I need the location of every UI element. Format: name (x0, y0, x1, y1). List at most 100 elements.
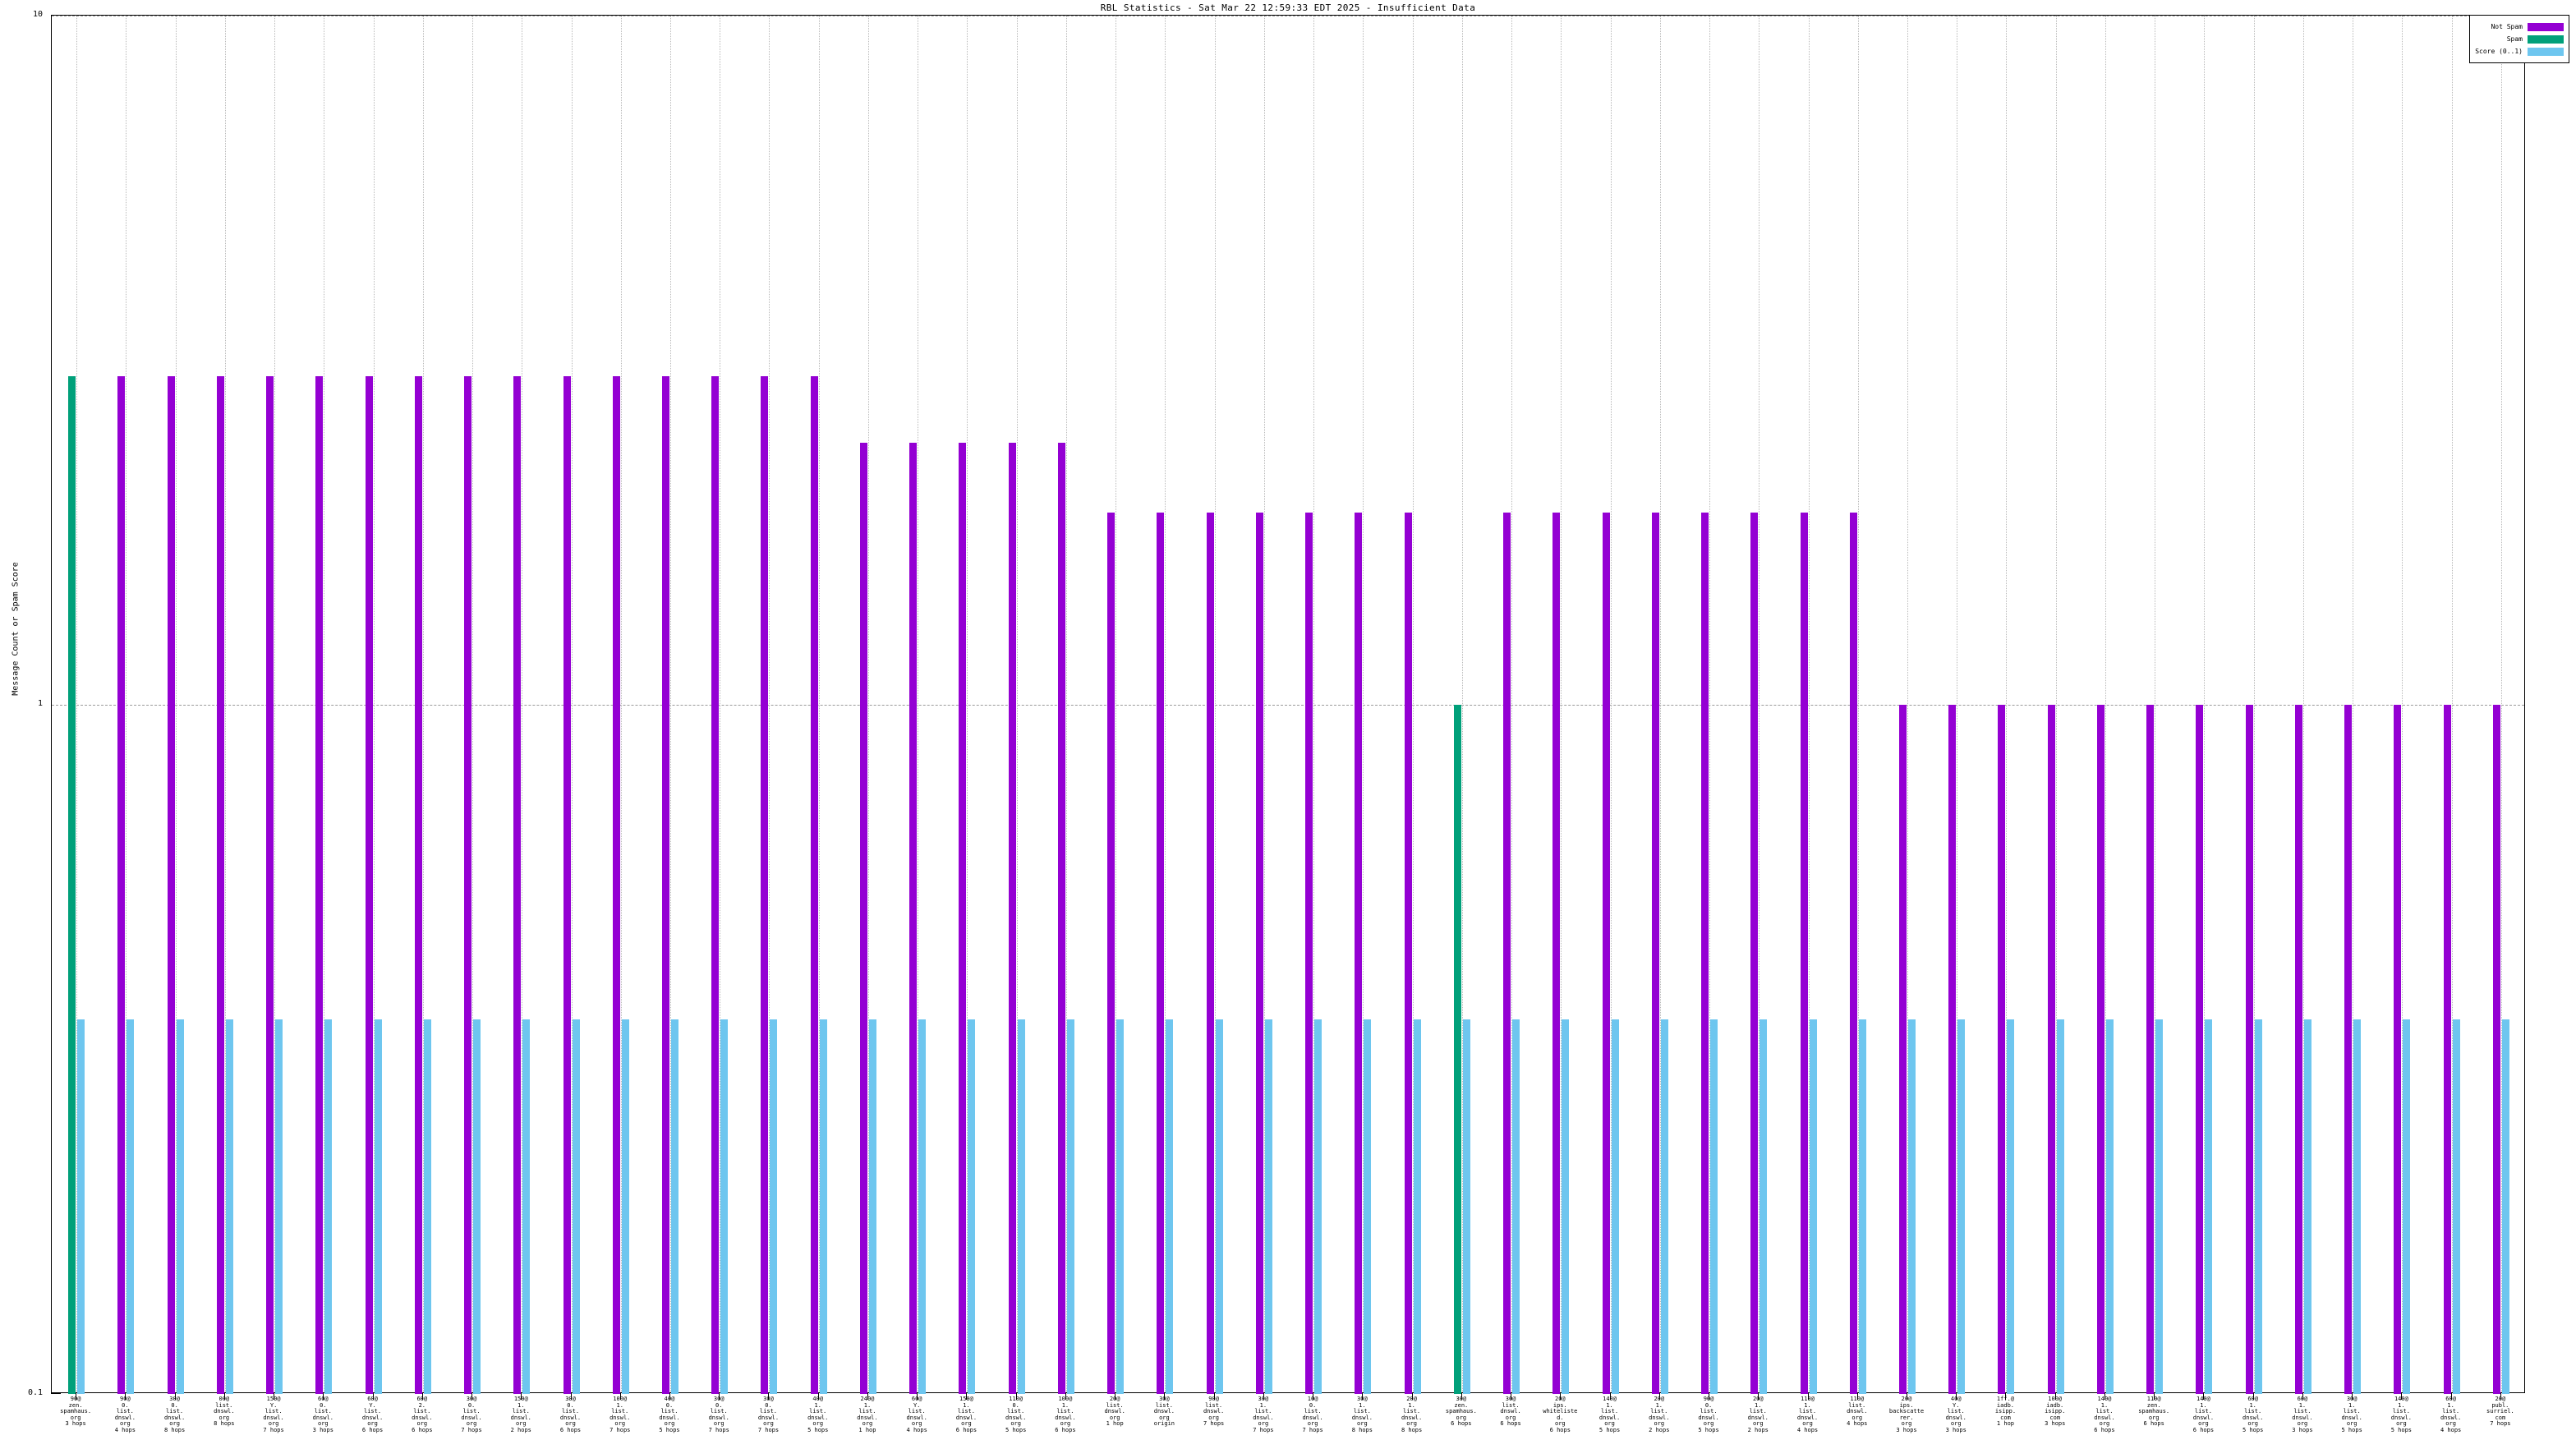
x-tick-mark (1065, 1393, 1066, 1400)
x-tick-mark (421, 1393, 423, 1400)
x-axis-label-line: org (1752, 1420, 1764, 1428)
x-axis-label-line: 20@ (1752, 1396, 1764, 1402)
x-axis-label-line: ips. (1899, 1401, 1914, 1409)
x-axis-label-line: 7 hops (263, 1426, 284, 1433)
x-axis-label-line: org (1901, 1420, 1912, 1428)
x-axis-label-line: org (416, 1420, 428, 1428)
x-axis-label-line: 90@ (70, 1396, 81, 1402)
x-axis-label: 30@ 0. list. dnswl. org 7 hops (453, 1396, 490, 1434)
x-axis-label: 110@ list. dnswl. org 4 hops (1839, 1396, 1875, 1428)
x-axis-label-line: dnswl. (1153, 1408, 1175, 1415)
x-axis-label: 30@ 0. list. dnswl. org 7 hops (701, 1396, 737, 1434)
x-axis-label-line: 150@ (513, 1396, 528, 1402)
grid-line-vertical (1116, 16, 1117, 1392)
x-axis-label-line: dnswl. (2242, 1414, 2264, 1421)
x-axis-label-line: 60@ (911, 1396, 922, 1402)
bar-score (275, 1019, 283, 1394)
x-axis-label-line: zen. (68, 1401, 83, 1409)
bar-not-spam (1057, 443, 1065, 1394)
x-axis-label: 90@ zen. spamhaus. org 3 hops (58, 1396, 94, 1428)
bar-not-spam (563, 375, 571, 1394)
x-axis-label-line: list. (413, 1408, 431, 1415)
bar-score (522, 1019, 531, 1394)
bar-score (1611, 1019, 1619, 1394)
x-axis-label-line: 1. (2398, 1401, 2405, 1409)
bar-score (1809, 1019, 1817, 1394)
x-axis-label-line: org (2396, 1420, 2407, 1428)
x-axis-label-line: 40@ (812, 1396, 824, 1402)
x-tick-mark (817, 1393, 819, 1400)
x-axis-label-line: iadb. (2046, 1401, 2064, 1409)
x-axis-label-line: list. (314, 1408, 332, 1415)
x-axis-label-line: list. (2343, 1408, 2361, 1415)
x-axis-label: 30@ 0. list. dnswl. org 7 hops (750, 1396, 786, 1434)
x-axis-label: 20@ 1. list. dnswl. org 8 hops (1394, 1396, 1430, 1434)
x-axis-label-line: 30@ (1357, 1396, 1368, 1402)
grid-line-vertical (720, 16, 721, 1392)
grid-line-vertical (1313, 16, 1315, 1392)
x-axis-label-line: 30@ (169, 1396, 180, 1402)
x-axis-label: 140@ 1. list. dnswl. org 5 hops (2383, 1396, 2419, 1434)
x-axis-label-line: 7 hops (610, 1426, 631, 1433)
x-axis-label-line: org (1554, 1420, 1566, 1428)
bar-score (1710, 1019, 1718, 1394)
x-axis-label: 20@ 1. list. dnswl. org 2 hops (1641, 1396, 1677, 1434)
x-axis-label: 1ff.@ iadb. isipp. com 1 hop (1987, 1396, 2023, 1428)
bar-not-spam (1800, 513, 1808, 1394)
x-axis-label-line: dnswl. (1649, 1414, 1670, 1421)
bar-score (2056, 1019, 2064, 1394)
legend-swatch (2528, 22, 2564, 31)
x-axis-label-line: 5 hops (1698, 1426, 1719, 1433)
plot-area (51, 15, 2525, 1394)
x-axis-label-line: Y. (369, 1401, 376, 1409)
x-tick-mark (323, 1393, 324, 1400)
x-tick-mark (1213, 1393, 1215, 1400)
x-axis-label-line: 150@ (959, 1396, 973, 1402)
x-axis-label: 30@ 0. list. dnswl. org 8 hops (157, 1396, 193, 1434)
x-axis-label-line: dnswl. (1351, 1414, 1373, 1421)
x-tick-mark (2401, 1393, 2403, 1400)
x-axis-label-line: 0. (1309, 1401, 1317, 1409)
bar-not-spam (959, 443, 967, 1394)
x-axis-label-line: list. (1205, 1401, 1223, 1409)
bar-not-spam (1255, 513, 1263, 1394)
bar-score (1660, 1019, 1668, 1394)
x-axis-label-line: org (1852, 1414, 1863, 1421)
bar-score (2254, 1019, 2262, 1394)
bar-score (621, 1019, 629, 1394)
x-tick-mark (2203, 1393, 2205, 1400)
x-axis-label-line: dnswl. (1203, 1408, 1225, 1415)
grid-line-vertical (1016, 16, 1019, 1392)
grid-line-vertical (126, 16, 127, 1392)
bar-score (1116, 1019, 1125, 1394)
bar-score (2353, 1019, 2362, 1394)
x-axis-label-line: 5 hops (2341, 1426, 2362, 1433)
x-axis-label-line: 3 hops (1945, 1426, 1966, 1433)
x-axis-label: 100@ 1. list. dnswl. org 7 hops (602, 1396, 638, 1434)
bar-score (2155, 1019, 2164, 1394)
bar-not-spam (1552, 513, 1561, 1394)
bar-not-spam (1849, 513, 1857, 1394)
x-axis-label-line: dnswl. (312, 1414, 334, 1421)
legend-item: Spam (2475, 34, 2564, 44)
x-axis-label-line: dnswl. (659, 1414, 680, 1421)
x-axis-label-line: com (2049, 1414, 2061, 1421)
legend-label: Spam (2506, 35, 2523, 43)
x-axis-label-line: dnswl. (610, 1414, 631, 1421)
x-axis-label: 20@ ips. backscatterer. org 3 hops (1888, 1396, 1925, 1434)
bar-score (2105, 1019, 2114, 1394)
y-tick-label: 10 (32, 10, 43, 19)
bar-not-spam (117, 375, 126, 1394)
x-axis-label-line: org (1456, 1414, 1467, 1421)
bar-score (868, 1019, 876, 1394)
bar-not-spam (2394, 705, 2402, 1394)
x-axis-label-line: 90@ (1208, 1396, 1219, 1402)
grid-line-vertical (224, 16, 227, 1392)
x-axis-label-line: list. (2244, 1408, 2262, 1415)
x-axis-label: 140@ 1. list. dnswl. org 6 hops (2086, 1396, 2123, 1434)
x-axis-label-line: 20@ (2495, 1396, 2506, 1402)
grid-line-vertical (1659, 16, 1662, 1392)
x-axis-label-line: list. (1106, 1401, 1124, 1409)
x-axis-label-line: 140@ (2097, 1396, 2112, 1402)
x-tick-mark (619, 1393, 621, 1400)
